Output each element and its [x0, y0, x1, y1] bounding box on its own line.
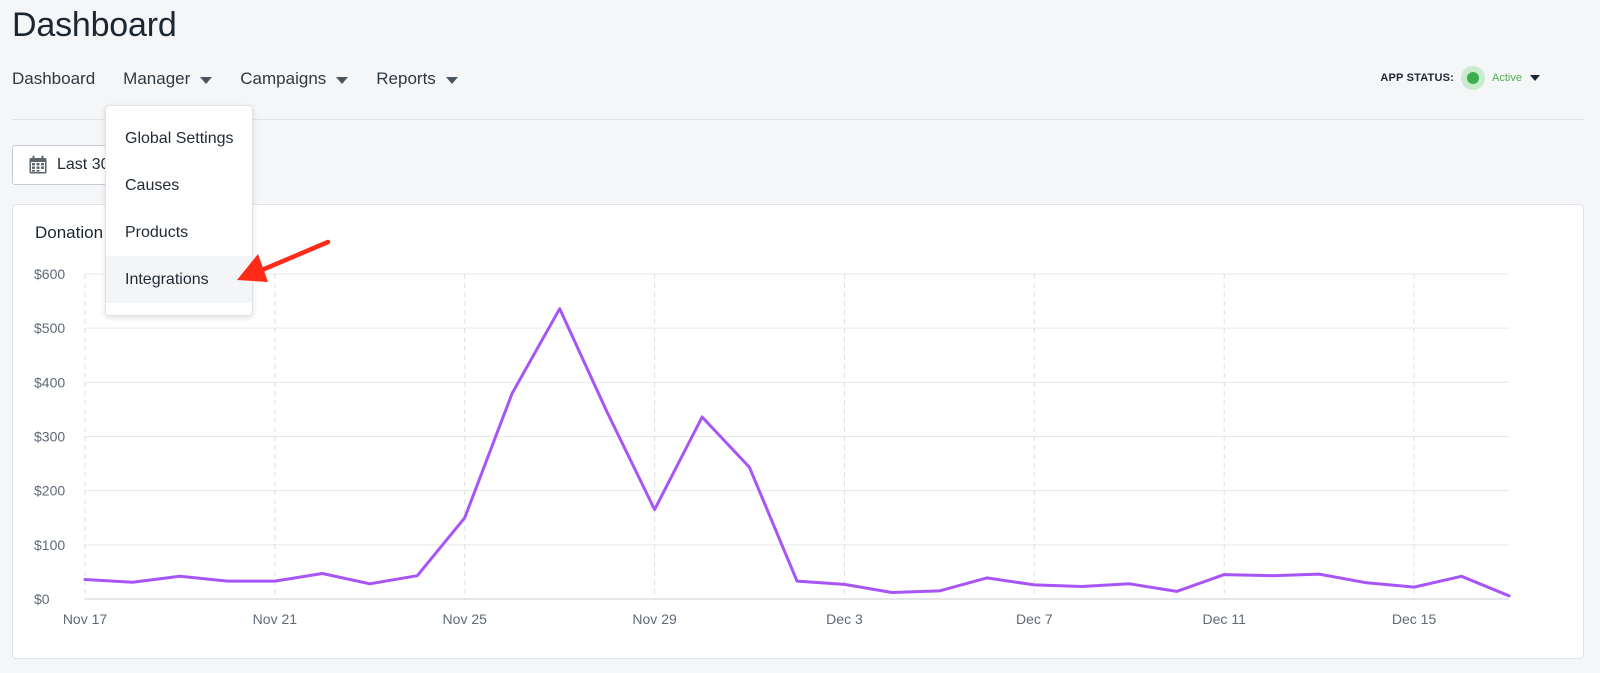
app-status-value: Active [1492, 72, 1522, 84]
donations-line-chart: $0 $100 $200 $300 $400 $500 $600 Nov 17 Nov 21 No… [34, 266, 1511, 627]
chevron-down-icon [336, 76, 349, 84]
y-tick-label: $400 [34, 374, 65, 390]
app-status-label: APP STATUS: [1380, 72, 1455, 84]
card-title: Donation [35, 223, 104, 242]
series-line [83, 307, 1511, 598]
y-tick-label: $0 [34, 591, 50, 607]
y-tick-label: $100 [34, 537, 65, 553]
date-range-label: Last 30 [57, 156, 110, 173]
y-tick-label: $200 [34, 483, 65, 499]
nav-item-reports-label: Reports [376, 69, 436, 88]
y-tick-label: $600 [34, 266, 65, 282]
menu-item-integrations[interactable]: Integrations [106, 256, 252, 303]
chevron-down-icon [200, 76, 213, 84]
nav-item-reports[interactable]: Reports [376, 69, 458, 89]
x-tick-label: Nov 21 [253, 611, 298, 627]
x-tick-label: Dec 15 [1392, 611, 1437, 627]
menu-item-global-settings[interactable]: Global Settings [125, 129, 234, 147]
x-tick-label: Dec 3 [826, 611, 863, 627]
calendar-icon [29, 155, 47, 174]
nav-item-dashboard[interactable]: Dashboard [12, 69, 95, 89]
page-title: Dashboard [12, 6, 177, 44]
chevron-down-icon [1530, 75, 1540, 81]
x-tick-label: Nov 17 [63, 611, 108, 627]
x-tick-label: Nov 25 [443, 611, 488, 627]
nav-item-manager[interactable]: Manager [123, 69, 213, 89]
y-tick-label: $500 [34, 320, 65, 336]
x-tick-label: Dec 11 [1203, 611, 1247, 627]
menu-item-products[interactable]: Products [125, 223, 189, 241]
y-tick-label: $300 [34, 429, 65, 445]
nav-item-campaigns-label: Campaigns [240, 69, 327, 88]
nav-item-dashboard-label: Dashboard [12, 69, 96, 88]
x-tick-label: Nov 29 [632, 611, 677, 627]
menu-item-causes[interactable]: Causes [125, 176, 180, 194]
header-divider [12, 119, 1584, 120]
app-status-toggle[interactable]: APP STATUS: Active [1380, 66, 1540, 90]
donations-card: $0 $100 $200 $300 $400 $500 $600 Nov 17 Nov 21 No… [12, 204, 1584, 659]
status-indicator-icon [1461, 66, 1486, 90]
red-arrow-icon [237, 239, 331, 282]
main-nav: Dashboard Manager Campaigns Reports [12, 68, 486, 90]
nav-item-campaigns[interactable]: Campaigns [240, 69, 349, 89]
chevron-down-icon [445, 76, 458, 84]
manager-dropdown-menu: Global Settings Causes Products Integrat… [105, 105, 253, 316]
x-tick-label: Dec 7 [1016, 611, 1053, 627]
nav-item-manager-label: Manager [123, 69, 191, 88]
